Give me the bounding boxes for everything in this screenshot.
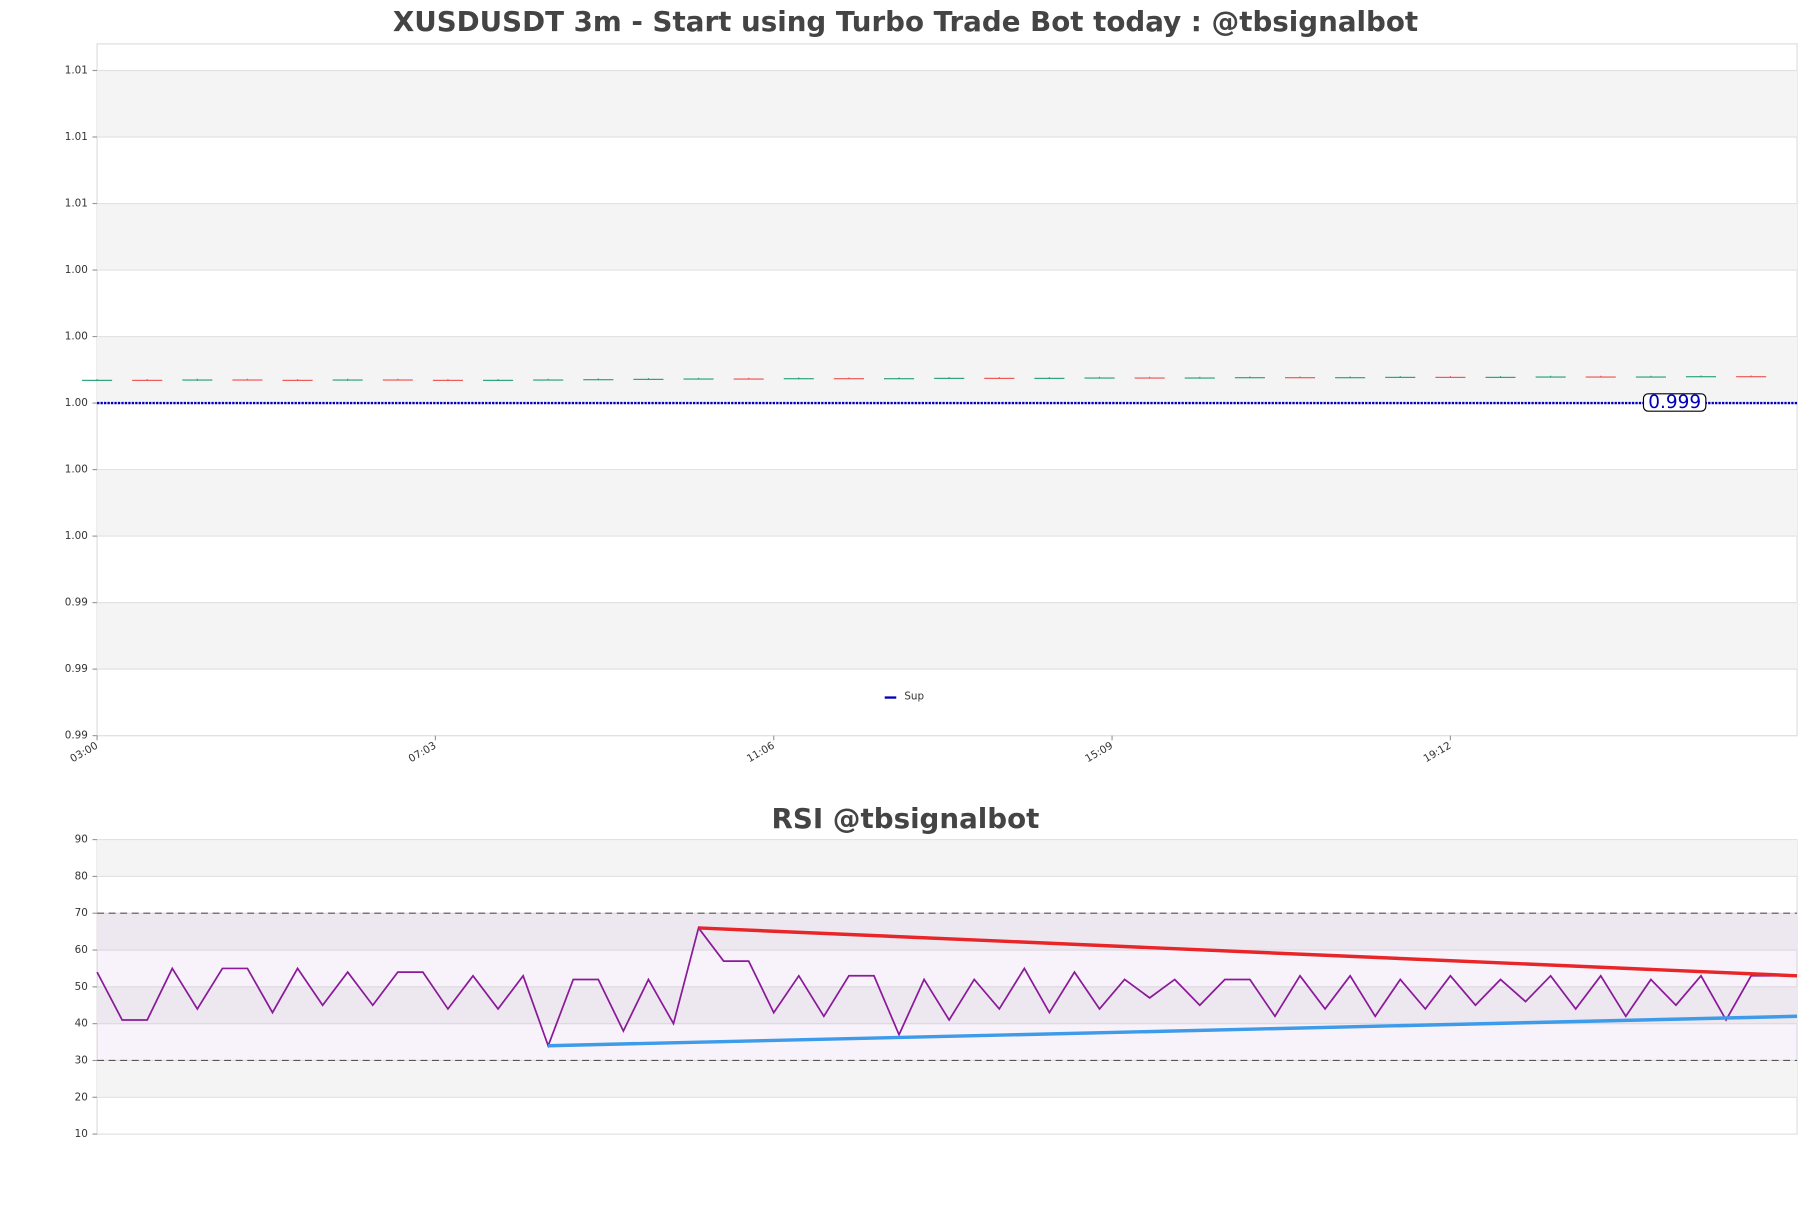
candle-body — [132, 379, 163, 381]
candle-body — [1034, 377, 1065, 379]
x-tick-label: 11:06 — [745, 740, 777, 765]
x-tick-label: 19:12 — [1421, 740, 1453, 765]
candle-body — [934, 377, 965, 379]
y-tick-label: 60 — [75, 944, 88, 956]
candle-body — [733, 378, 764, 380]
candle-body — [432, 379, 463, 381]
grid-band — [97, 1060, 1798, 1098]
trend-line — [698, 926, 1798, 978]
level-zone — [97, 913, 1798, 1061]
candle-body — [1084, 377, 1115, 379]
grid-band — [97, 602, 1798, 670]
candle-body — [1535, 376, 1566, 378]
candle-body — [683, 378, 714, 380]
grid-band — [97, 469, 1798, 537]
candle-body — [332, 379, 363, 381]
candle-body — [483, 379, 514, 381]
candle-body — [1385, 376, 1416, 378]
price-label-box — [1642, 393, 1707, 412]
candle-body — [232, 379, 263, 381]
candle-body — [1585, 376, 1616, 378]
y-tick-label: 20 — [75, 1091, 88, 1103]
candle-body — [1335, 377, 1366, 379]
candle-body — [382, 379, 413, 381]
candle-body — [984, 377, 1015, 379]
candle-body — [1435, 376, 1466, 378]
y-tick-label: 0.99 — [65, 663, 88, 675]
grid-band — [97, 203, 1798, 271]
candle-body — [833, 378, 864, 380]
candle-body — [1736, 376, 1767, 378]
y-tick-label: 10 — [75, 1128, 88, 1140]
x-tick-label: 15:09 — [1083, 740, 1115, 765]
trend-line — [548, 1014, 1798, 1048]
candle-body — [1635, 376, 1666, 378]
y-tick-label: 0.99 — [65, 597, 88, 609]
grid-band — [97, 839, 1798, 877]
candle-body — [1685, 376, 1717, 378]
y-tick-label: 0.99 — [65, 730, 88, 742]
candle-body — [1284, 377, 1316, 379]
candle-body — [633, 378, 664, 380]
grid-band — [97, 913, 1798, 951]
y-tick-label: 1.01 — [65, 198, 88, 210]
candle-body — [1234, 377, 1265, 379]
chart-title: XUSDUSDT 3m - Start using Turbo Trade Bo… — [393, 5, 1418, 38]
grid-band — [97, 70, 1798, 138]
y-tick-label: 1.01 — [65, 64, 88, 76]
candle-body — [82, 379, 113, 381]
candle-body — [1485, 376, 1516, 378]
y-tick-label: 1.00 — [65, 530, 88, 542]
y-tick-label: 80 — [75, 870, 88, 882]
y-tick-label: 1.01 — [65, 131, 88, 143]
candle-body — [182, 379, 213, 381]
legend-label: Sup — [904, 690, 924, 702]
y-tick-label: 40 — [75, 1018, 88, 1030]
y-tick-label: 1.00 — [65, 397, 88, 409]
y-tick-label: 70 — [75, 907, 88, 919]
y-tick-label: 50 — [75, 981, 88, 993]
candle-body — [583, 379, 614, 381]
y-tick-label: 1.00 — [65, 264, 88, 276]
y-tick-label: 30 — [75, 1054, 88, 1066]
x-tick-label: 07:03 — [407, 740, 439, 765]
price-label: 0.999 — [1648, 392, 1701, 413]
y-tick-label: 90 — [75, 834, 88, 846]
y-tick-label: 1.00 — [65, 464, 88, 476]
candle-body — [1134, 377, 1165, 379]
candle-body — [1184, 377, 1215, 379]
candle-body — [783, 378, 814, 380]
candle-body — [884, 378, 915, 380]
rsi-line — [96, 925, 1777, 1049]
chart-title: RSI @tbsignalbot — [772, 802, 1040, 835]
grid-band — [97, 336, 1798, 404]
candle-body — [533, 379, 564, 381]
candle-body — [282, 379, 313, 381]
x-tick-label: 03:00 — [68, 740, 100, 765]
y-tick-label: 1.00 — [65, 331, 88, 343]
